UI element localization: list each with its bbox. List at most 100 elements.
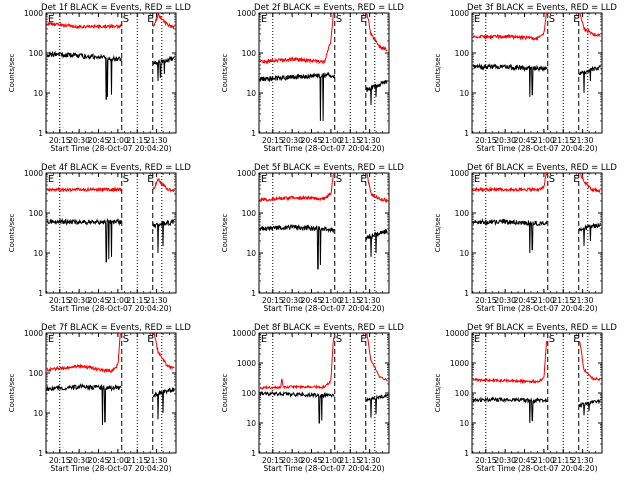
x-tick-label: 21:30 bbox=[146, 136, 168, 145]
events-series-line bbox=[472, 396, 548, 424]
x-tick-label: 20:45 bbox=[88, 456, 110, 465]
events-series-line bbox=[365, 393, 388, 418]
x-tick-label: 20:15 bbox=[262, 456, 284, 465]
x-tick-label: 20:45 bbox=[514, 456, 536, 465]
y-tick-label: 1 bbox=[251, 129, 256, 138]
flag-annotation: E bbox=[261, 334, 267, 345]
x-axis-label: Start Time (28-Oct-07 20:04:20) bbox=[50, 144, 171, 153]
lld-series-line bbox=[365, 172, 388, 204]
x-tick-label: 21:00 bbox=[320, 136, 342, 145]
events-series-line bbox=[152, 218, 175, 254]
y-tick-label: 100 bbox=[455, 389, 470, 398]
x-tick-label: 20:15 bbox=[475, 296, 497, 305]
x-tick-label: 21:30 bbox=[572, 456, 594, 465]
x-tick-label: 20:45 bbox=[88, 296, 110, 305]
y-tick-label: 100 bbox=[455, 209, 470, 218]
x-tick-label: 21:15 bbox=[339, 456, 361, 465]
plot-frame bbox=[471, 12, 603, 134]
x-axis-label: Start Time (28-Oct-07 20:04:20) bbox=[476, 304, 597, 313]
x-tick-label: 20:30 bbox=[68, 136, 90, 145]
lld-series-line bbox=[578, 172, 601, 194]
flag-annotation: S bbox=[336, 334, 342, 345]
y-tick-label: 10 bbox=[33, 249, 43, 258]
flag-annotation: E bbox=[474, 174, 480, 185]
x-tick-label: 21:15 bbox=[552, 456, 574, 465]
x-axis-label: Start Time (28-Oct-07 20:04:20) bbox=[263, 464, 384, 473]
lld-series-line bbox=[365, 12, 388, 52]
plot-frame bbox=[471, 172, 603, 294]
panel-9: Det 9f BLACK = Events, RED = LLD Counts/s… bbox=[434, 323, 617, 473]
x-tick-label: 20:30 bbox=[494, 456, 516, 465]
y-tick-label: 1000 bbox=[24, 9, 43, 18]
plot-frame bbox=[258, 12, 390, 134]
lld-series-line bbox=[365, 332, 388, 382]
x-tick-label: 21:30 bbox=[359, 456, 381, 465]
lld-series-line bbox=[472, 341, 548, 385]
events-series-line bbox=[152, 56, 175, 82]
events-series-line bbox=[472, 63, 548, 97]
lld-series-line bbox=[46, 185, 122, 193]
x-tick-label: 21:30 bbox=[146, 296, 168, 305]
y-tick-label: 1000 bbox=[450, 359, 469, 368]
flag-annotation: E bbox=[147, 174, 153, 185]
flag-annotation: E bbox=[573, 334, 579, 345]
y-tick-label: 100 bbox=[242, 209, 257, 218]
x-tick-label: 20:15 bbox=[262, 136, 284, 145]
x-tick-label: 21:15 bbox=[126, 296, 148, 305]
y-tick-label: 10 bbox=[246, 89, 256, 98]
flag-annotation: E bbox=[48, 14, 54, 25]
y-tick-label: 10 bbox=[246, 249, 256, 258]
panel-5: Det 5f BLACK = Events, RED = LLD Counts/s… bbox=[221, 163, 404, 313]
y-tick-label: 1000 bbox=[237, 169, 256, 178]
y-axis-label: Counts/sec bbox=[434, 214, 442, 253]
panel-8: Det 8f BLACK = Events, RED = LLD Counts/s… bbox=[221, 323, 404, 473]
flag-annotation: E bbox=[573, 174, 579, 185]
x-tick-label: 20:30 bbox=[281, 456, 303, 465]
flag-annotation: S bbox=[123, 14, 129, 25]
events-series-line bbox=[259, 71, 335, 122]
lld-series-line bbox=[578, 340, 601, 382]
plot-frame bbox=[258, 172, 390, 294]
x-tick-label: 21:00 bbox=[107, 296, 129, 305]
y-tick-label: 10 bbox=[459, 419, 469, 428]
panel-2: Det 2f BLACK = Events, RED = LLD Counts/s… bbox=[221, 3, 404, 153]
lld-series-line bbox=[472, 171, 548, 193]
y-tick-label: 1000 bbox=[24, 329, 43, 338]
x-axis-label: Start Time (28-Oct-07 20:04:20) bbox=[263, 144, 384, 153]
lld-series-line bbox=[259, 12, 335, 65]
x-tick-label: 21:00 bbox=[533, 456, 555, 465]
panel-3: Det 3f BLACK = Events, RED = LLD Counts/s… bbox=[434, 3, 617, 153]
x-tick-label: 21:15 bbox=[339, 296, 361, 305]
events-series-line bbox=[472, 217, 548, 254]
events-series-line bbox=[46, 50, 122, 100]
panel-1: Det 1f BLACK = Events, RED = LLD Counts/s… bbox=[8, 3, 191, 153]
x-tick-label: 21:30 bbox=[146, 456, 168, 465]
x-tick-label: 20:45 bbox=[301, 456, 323, 465]
y-tick-label: 1 bbox=[251, 449, 256, 458]
x-tick-label: 21:00 bbox=[533, 136, 555, 145]
lld-series-line bbox=[472, 12, 548, 41]
x-tick-label: 20:15 bbox=[49, 136, 71, 145]
x-tick-label: 21:15 bbox=[126, 456, 148, 465]
flag-annotation: S bbox=[336, 174, 342, 185]
y-tick-label: 100 bbox=[29, 209, 44, 218]
x-axis-label: Start Time (28-Oct-07 20:04:20) bbox=[263, 304, 384, 313]
x-tick-label: 20:15 bbox=[49, 456, 71, 465]
y-tick-label: 10 bbox=[33, 409, 43, 418]
x-tick-label: 21:00 bbox=[320, 456, 342, 465]
lld-series-line bbox=[259, 337, 335, 390]
plot-frame bbox=[45, 12, 177, 134]
x-tick-label: 20:30 bbox=[281, 296, 303, 305]
flag-annotation: E bbox=[360, 174, 366, 185]
x-tick-label: 20:30 bbox=[281, 136, 303, 145]
panel-title: Det 9f BLACK = Events, RED = LLD bbox=[467, 323, 617, 333]
y-axis-label: Counts/sec bbox=[221, 54, 229, 93]
lld-series-line bbox=[152, 13, 175, 30]
y-axis-label: Counts/sec bbox=[221, 374, 229, 413]
y-tick-label: 10 bbox=[459, 89, 469, 98]
y-tick-label: 1 bbox=[464, 129, 469, 138]
y-axis-label: Counts/sec bbox=[434, 374, 442, 413]
flag-annotation: E bbox=[48, 174, 54, 185]
y-tick-label: 1000 bbox=[450, 9, 469, 18]
x-tick-label: 20:15 bbox=[262, 296, 284, 305]
